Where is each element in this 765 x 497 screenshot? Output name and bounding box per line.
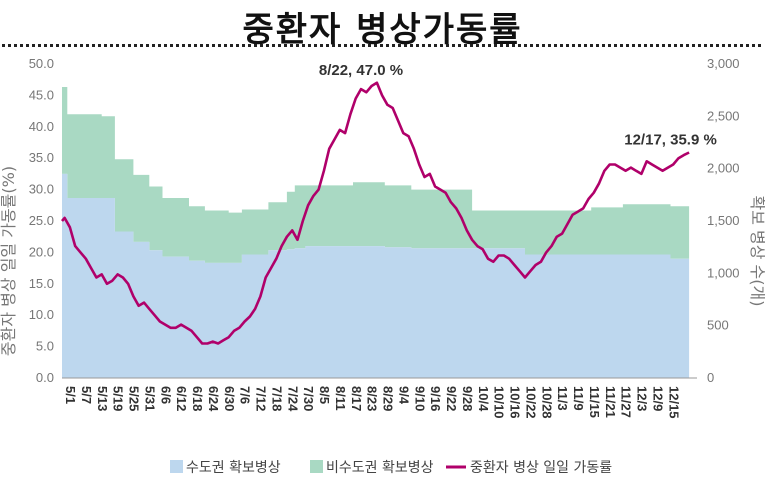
x-tick-label: 6/6	[158, 386, 173, 404]
x-tick-label: 8/17	[349, 386, 364, 411]
x-tick-label: 11/15	[587, 386, 602, 418]
legend-label-non-capital: 비수도권 확보병상	[326, 460, 434, 476]
y-right-axis-title: 확보 병상 수(개)	[748, 196, 765, 307]
y-left-tick-label: 45.0	[29, 87, 54, 102]
x-tick-label: 5/25	[127, 386, 142, 411]
x-tick-label: 11/27	[619, 386, 634, 418]
annotation-label: 12/17, 35.9 %	[624, 132, 717, 149]
x-tick-label: 5/31	[142, 386, 157, 411]
x-tick-label: 7/6	[238, 386, 253, 404]
y-left-tick-label: 50.0	[29, 56, 54, 71]
x-tick-label: 9/4	[396, 386, 411, 405]
y-right-tick-label: 2,500	[707, 108, 740, 123]
x-tick-label: 6/24	[206, 386, 221, 412]
chart-title: 중환자 병상가동률	[242, 10, 523, 50]
legend-swatch-non-capital	[310, 460, 323, 473]
legend-label-rate: 중환자 병상 일일 가동률	[470, 460, 612, 476]
x-tick-label: 11/3	[555, 386, 570, 411]
x-tick-label: 9/10	[412, 386, 427, 411]
y-left-tick-label: 0.0	[36, 370, 54, 385]
x-tick-label: 9/28	[460, 386, 475, 411]
x-tick-label: 6/18	[190, 386, 205, 411]
y-left-tick-label: 30.0	[29, 182, 54, 197]
rate-line	[61, 81, 690, 345]
x-tick-label: 5/7	[79, 386, 94, 404]
x-tick-label: 9/22	[444, 386, 459, 411]
x-tick-label: 5/19	[111, 386, 126, 411]
y-right-tick-label: 0	[707, 370, 714, 385]
legend-label-capital: 수도권 확보병상	[186, 460, 281, 476]
annotation-label: 8/22, 47.0 %	[319, 62, 403, 79]
y-right-tick-label: 1,000	[707, 265, 740, 280]
y-right-tick-label: 3,000	[707, 56, 740, 71]
x-tick-label: 7/24	[285, 386, 300, 412]
y-right-tick-label: 500	[707, 318, 729, 333]
x-tick-label: 7/18	[269, 386, 284, 411]
x-tick-label: 6/12	[174, 386, 189, 411]
y-left-tick-label: 5.0	[36, 339, 54, 354]
x-tick-label: 12/15	[666, 386, 681, 419]
legend-swatch-capital	[170, 460, 183, 473]
y-left-tick-label: 20.0	[29, 244, 54, 259]
title-divider	[2, 44, 761, 47]
x-tick-label: 11/9	[571, 386, 586, 411]
y-right-tick-label: 1,500	[707, 213, 740, 228]
x-tick-label: 11/21	[603, 386, 618, 418]
y-left-tick-label: 15.0	[29, 276, 54, 291]
x-tick-label: 5/1	[63, 386, 78, 404]
x-tick-label: 10/4	[476, 386, 491, 412]
capital-beds-area	[62, 173, 690, 378]
x-tick-label: 10/10	[492, 386, 507, 419]
x-tick-label: 10/16	[508, 386, 523, 419]
x-tick-label: 10/22	[523, 386, 538, 419]
x-tick-label: 7/30	[301, 386, 316, 411]
x-tick-label: 7/12	[254, 386, 269, 411]
x-tick-label: 12/3	[635, 386, 650, 411]
x-tick-label: 9/16	[428, 386, 443, 411]
y-left-tick-label: 40.0	[29, 119, 54, 134]
x-tick-label: 12/9	[650, 386, 665, 411]
y-left-tick-label: 10.0	[29, 307, 54, 322]
y-left-tick-label: 25.0	[29, 213, 54, 228]
x-tick-label: 10/28	[539, 386, 554, 419]
y-left-tick-label: 35.0	[29, 150, 54, 165]
non-capital-beds-area	[62, 87, 690, 263]
x-tick-label: 8/11	[333, 386, 348, 411]
x-tick-label: 6/30	[222, 386, 237, 411]
y-left-axis-title: 중환자 병상 일일 가동률(%)	[0, 166, 18, 356]
x-tick-label: 8/23	[365, 386, 380, 411]
y-right-tick-label: 2,000	[707, 161, 740, 176]
x-tick-label: 8/5	[317, 386, 332, 404]
x-tick-label: 5/13	[95, 386, 110, 411]
x-tick-label: 8/29	[381, 386, 396, 411]
